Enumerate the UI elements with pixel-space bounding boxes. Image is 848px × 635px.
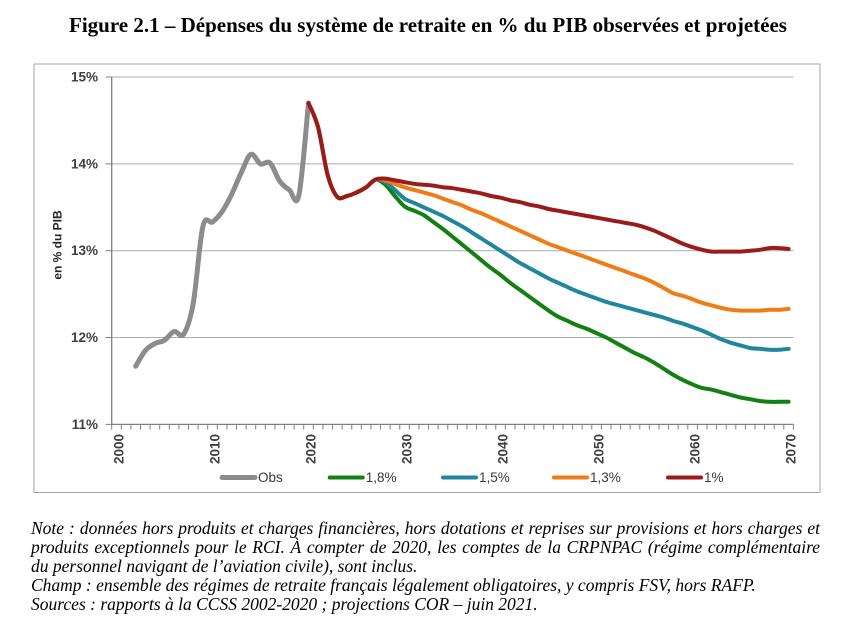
svg-text:1,5%: 1,5% (479, 470, 510, 485)
svg-text:2060: 2060 (688, 434, 703, 464)
svg-text:13%: 13% (71, 243, 98, 258)
svg-text:2030: 2030 (399, 434, 414, 464)
svg-text:12%: 12% (71, 330, 98, 345)
svg-text:2010: 2010 (207, 434, 222, 464)
svg-text:2040: 2040 (496, 434, 511, 464)
svg-text:15%: 15% (71, 70, 98, 85)
svg-text:11%: 11% (72, 417, 98, 432)
svg-text:1,8%: 1,8% (366, 470, 397, 485)
svg-text:2050: 2050 (592, 434, 607, 464)
svg-text:Obs: Obs (258, 470, 283, 485)
svg-text:1%: 1% (704, 470, 724, 485)
svg-text:en % du PIB: en % du PIB (51, 210, 65, 280)
svg-text:2070: 2070 (784, 434, 799, 464)
svg-text:1,3%: 1,3% (590, 470, 621, 485)
svg-text:2020: 2020 (303, 434, 318, 464)
svg-text:14%: 14% (71, 156, 98, 171)
svg-text:2000: 2000 (111, 434, 126, 464)
